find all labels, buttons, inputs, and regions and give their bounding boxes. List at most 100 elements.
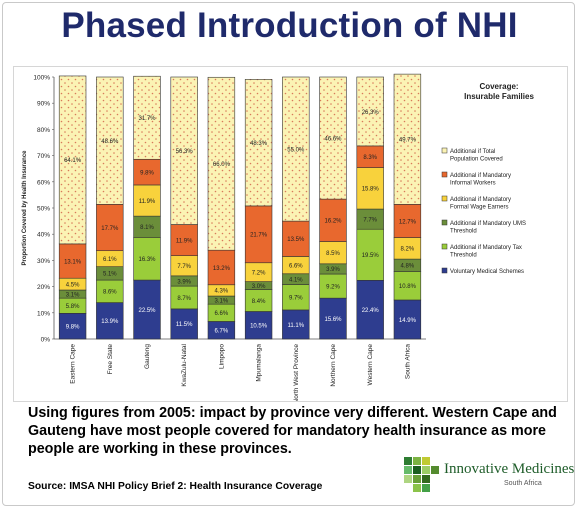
bar-value-label: 3.1% xyxy=(66,292,80,298)
slide-title: Phased Introduction of NHI xyxy=(61,6,518,45)
bar-value-label: 21.7% xyxy=(250,233,268,239)
bar-segment xyxy=(244,311,273,340)
legend-title-line: Coverage: xyxy=(479,82,518,91)
y-tick-label: 40% xyxy=(37,232,50,239)
x-category-label: Limpopo xyxy=(218,344,225,369)
bar-segment xyxy=(133,158,161,186)
bar-value-label: 48.3% xyxy=(250,141,268,147)
bar-value-label: 8.2% xyxy=(401,247,415,253)
legend-swatch xyxy=(441,243,448,250)
bar-segment xyxy=(58,75,87,245)
legend-swatch xyxy=(441,195,448,202)
y-tick-label: 100% xyxy=(33,75,50,82)
slide-frame xyxy=(2,2,575,506)
bar-value-label: 7.2% xyxy=(252,270,266,276)
bar-value-label: 13.5% xyxy=(287,237,305,243)
bar-value-label: 3.9% xyxy=(326,267,340,273)
bar-value-label: 10.8% xyxy=(399,284,417,290)
bar-segment xyxy=(244,79,273,207)
bar-value-label: 49.7% xyxy=(399,138,417,144)
bar-value-label: 4.5% xyxy=(66,282,80,288)
logo-squares-icon xyxy=(404,457,440,493)
chart-panel: 0% 10% 20% 30% 40% 50% 60% 70% 80% 90% 100% Proport… xyxy=(13,66,568,402)
bar-segment xyxy=(319,297,347,340)
bar-value-label: 6.7% xyxy=(215,329,229,335)
bar-segment xyxy=(356,167,384,210)
legend-label: Population Covered xyxy=(450,157,503,163)
y-tick-label: 60% xyxy=(37,179,50,186)
y-tick-label: 90% xyxy=(37,101,50,108)
legend-swatch xyxy=(441,267,448,274)
bar-value-label: 13.2% xyxy=(213,266,231,272)
bar-value-label: 22.5% xyxy=(138,308,156,314)
logo-subtitle: South Africa xyxy=(504,480,542,487)
bar-segment xyxy=(170,224,198,256)
legend-label: Voluntary Medical Schemes xyxy=(450,269,524,275)
bar-value-label: 22.4% xyxy=(362,308,380,314)
bar-value-label: 5.1% xyxy=(103,272,117,278)
y-tick-label: 0% xyxy=(41,337,51,344)
x-category-label: Mpumalanga xyxy=(256,344,263,382)
bar-value-label: 9.8% xyxy=(140,170,154,176)
x-category-label: Free State xyxy=(107,344,114,375)
bar-segment xyxy=(133,75,161,160)
bar-value-label: 17.7% xyxy=(101,226,119,232)
y-tick-label: 70% xyxy=(37,153,50,160)
legend-swatch xyxy=(441,171,448,178)
bar-value-label: 16.2% xyxy=(324,219,342,225)
bar-value-label: 9.2% xyxy=(326,284,340,290)
bar-value-label: 6.6% xyxy=(215,311,229,317)
y-tick-label: 80% xyxy=(37,127,50,134)
x-category-label: Northern Cape xyxy=(330,344,337,387)
bar-value-label: 4.1% xyxy=(289,277,303,283)
x-category-label: North West Province xyxy=(293,344,300,401)
bar-segment xyxy=(170,76,198,225)
bar-value-label: 19.5% xyxy=(362,253,380,259)
bar-segment xyxy=(393,73,422,205)
source-citation: Source: IMSA NHI Policy Brief 2: Health … xyxy=(28,481,323,492)
bar-segment xyxy=(133,279,161,340)
bar-value-label: 4.8% xyxy=(401,264,415,270)
bar-value-label: 31.7% xyxy=(138,116,156,122)
x-category-label: South Africa xyxy=(404,344,411,379)
bar-value-label: 6.6% xyxy=(289,263,303,269)
bar-segment xyxy=(96,76,124,205)
innovative-medicines-logo: Innovative Medicines South Africa xyxy=(404,455,574,495)
bar-value-label: 26.3% xyxy=(362,110,380,116)
bar-value-label: 64.1% xyxy=(64,158,82,164)
bar-segment xyxy=(207,76,236,251)
y-axis-label: Proportion Covered by Health Insurance xyxy=(22,150,28,266)
x-category-label: Gauteng xyxy=(144,344,151,369)
bar-value-label: 11.5% xyxy=(176,322,193,328)
bar-segment xyxy=(96,204,124,252)
y-tick-label: 50% xyxy=(37,206,50,213)
bar-segment xyxy=(133,237,161,281)
bar-value-label: 9.8% xyxy=(66,324,80,330)
bar-value-label: 5.8% xyxy=(66,304,80,310)
legend-label: Formal Wage Earners xyxy=(450,205,508,211)
bar-value-label: 3.0% xyxy=(252,284,266,290)
legend-label: Threshold xyxy=(450,229,477,235)
bar-value-label: 4.3% xyxy=(215,289,229,295)
bar-segment xyxy=(207,249,236,286)
bar-value-label: 8.4% xyxy=(252,299,266,305)
bar-segment xyxy=(319,76,347,200)
bar-value-label: 11.9% xyxy=(176,238,193,244)
bar-value-label: 9.7% xyxy=(289,296,303,302)
bar-value-label: 6.1% xyxy=(103,257,117,263)
x-category-label: KwaZulu-Natal xyxy=(181,343,188,386)
x-category-label: Eastern Cape xyxy=(70,344,77,384)
bar-segment xyxy=(319,198,347,242)
bar-value-label: 8.7% xyxy=(177,296,191,302)
legend-label: Additional if Mandatory xyxy=(450,197,511,203)
legend-label: Additional if Mandatory xyxy=(450,173,511,179)
legend-label: Threshold xyxy=(450,253,477,259)
bar-segment xyxy=(393,299,422,340)
stacked-bar-chart: 0% 10% 20% 30% 40% 50% 60% 70% 80% 90% 100% Proport… xyxy=(22,73,534,401)
bar-value-label: 8.3% xyxy=(363,155,377,161)
legend-label: Additional if Mandatory UMS xyxy=(450,221,526,227)
bar-value-label: 3.9% xyxy=(177,279,191,285)
y-tick-label: 20% xyxy=(37,284,50,291)
bar-value-label: 14.9% xyxy=(399,318,417,324)
bar-segment xyxy=(356,76,384,147)
